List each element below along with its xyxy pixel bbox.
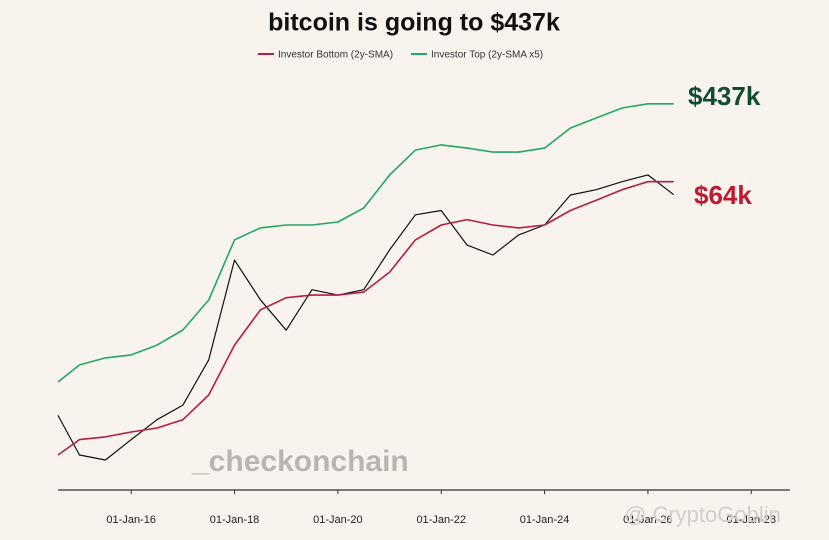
annotation: $64k [694,180,752,210]
x-tick-label: 01-Jan-16 [106,514,156,526]
chart-title: bitcoin is going to $437k [268,9,560,37]
x-tick-label: 01-Jan-18 [210,514,260,526]
x-tick-label: 01-Jan-22 [416,514,466,526]
annotation: _checkonchain [191,445,409,478]
legend-label: Investor Bottom (2y-SMA) [278,50,393,61]
x-tick-label: 01-Jan-26 [623,514,673,526]
series-line [57,103,674,383]
series-line [57,174,675,461]
x-tick-label: 01-Jan-28 [726,514,776,526]
x-tick-label: 01-Jan-20 [313,514,363,526]
x-tick-label: 01-Jan-24 [520,514,570,526]
annotation: @ CryptoGoblin [624,502,781,527]
annotation: $437k [688,81,761,111]
legend-label: Investor Top (2y-SMA x5) [431,50,543,61]
series-line [57,180,674,456]
